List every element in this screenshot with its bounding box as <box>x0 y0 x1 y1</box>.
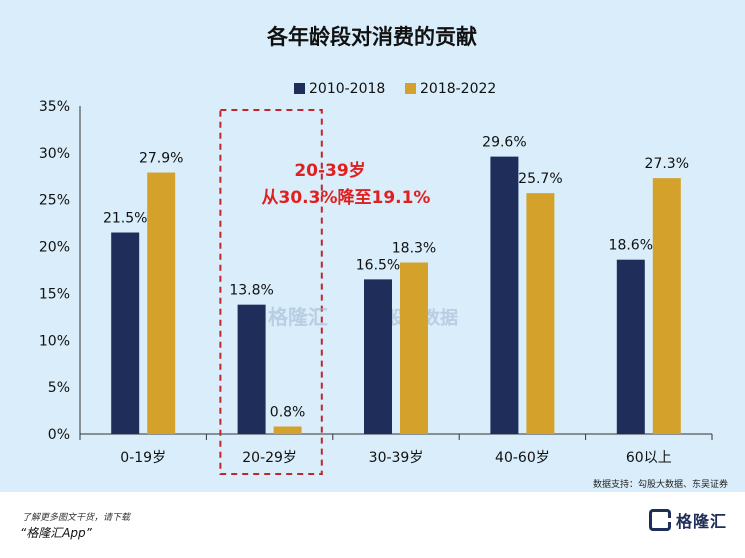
y-tick-label: 30% <box>39 146 70 162</box>
data-label: 13.8% <box>229 283 273 299</box>
bar-0-1 <box>237 304 266 434</box>
x-tick-label: 20-29岁 <box>242 450 297 466</box>
x-tick-label: 30-39岁 <box>369 450 424 466</box>
y-tick-label: 25% <box>39 193 70 209</box>
bar-1-4 <box>652 178 681 434</box>
brand-logo-icon <box>648 509 671 531</box>
bar-0-0 <box>111 232 140 434</box>
x-tick-label: 60以上 <box>626 450 672 466</box>
annotation-line2: 从30.3%降至19.1% <box>262 187 431 208</box>
x-tick-label: 0-19岁 <box>120 450 166 466</box>
legend-swatch-0 <box>294 83 305 94</box>
bar-1-1 <box>273 426 302 434</box>
y-tick-label: 35% <box>39 99 70 115</box>
y-tick-label: 10% <box>39 333 70 349</box>
bar-chart: 各年龄段对消费的贡献 2010-2018 2018-2022 0% 5% 10% 15% 20… <box>39 25 728 490</box>
watermark-brand: 格隆汇 <box>268 305 328 329</box>
source-note: 数据支持：勾股大数据、东吴证券 <box>593 478 728 490</box>
chart-title: 各年龄段对消费的贡献 <box>266 25 477 49</box>
legend-label-0: 2010-2018 <box>309 81 385 97</box>
y-tick-label: 15% <box>39 286 70 302</box>
bar-1-0 <box>147 172 176 434</box>
bar-0-3 <box>490 156 519 434</box>
data-label: 18.6% <box>609 238 653 254</box>
x-tick-label: 40-60岁 <box>495 450 550 466</box>
data-label: 16.5% <box>356 257 400 273</box>
footer-promo-text: 了解更多图文干货，请下载 <box>22 513 131 523</box>
data-label: 21.5% <box>103 211 147 227</box>
bar-1-2 <box>400 262 428 434</box>
y-tick-label: 0% <box>48 427 70 443</box>
bar-0-2 <box>364 279 392 434</box>
footer-app-name: “格隆汇App” <box>20 526 92 540</box>
data-label: 25.7% <box>518 171 562 187</box>
data-label: 27.9% <box>139 151 183 167</box>
legend-swatch-1 <box>405 83 416 94</box>
highlight-box <box>219 109 323 475</box>
data-label: 0.8% <box>270 405 306 421</box>
data-label: 27.3% <box>645 156 689 172</box>
y-tick-label: 20% <box>39 240 70 256</box>
bar-1-3 <box>526 193 555 434</box>
chart-area: 各年龄段对消费的贡献 2010-2018 2018-2022 0% 5% 10% 15% 20… <box>0 0 745 492</box>
footer-brand: 格隆汇 <box>648 508 727 532</box>
y-tick-label: 5% <box>48 380 70 396</box>
bar-0-4 <box>616 259 645 434</box>
footer-brand-name: 格隆汇 <box>675 512 727 531</box>
legend-label-1: 2018-2022 <box>420 81 496 97</box>
data-label: 29.6% <box>482 135 526 151</box>
data-label: 18.3% <box>392 241 436 257</box>
annotation-line1: 20-39岁 <box>294 160 365 181</box>
footer <box>0 492 745 558</box>
